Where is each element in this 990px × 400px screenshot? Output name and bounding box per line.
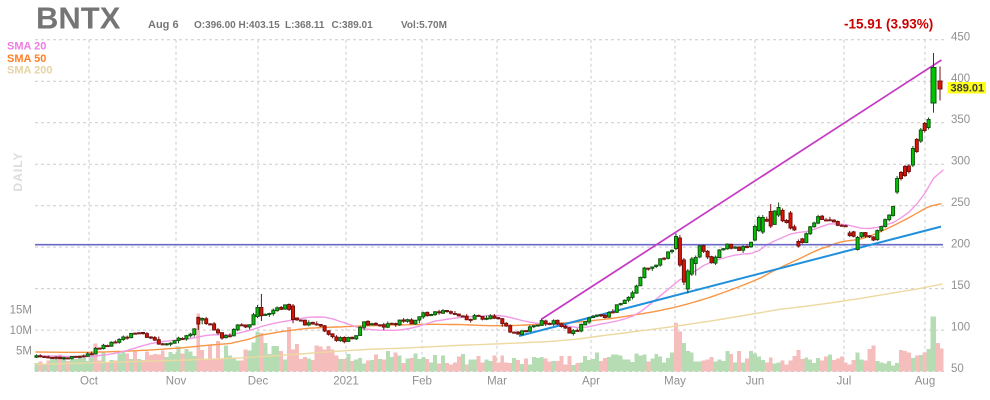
svg-text:H:403.15: H:403.15: [239, 20, 281, 31]
svg-text:400: 400: [951, 73, 970, 85]
svg-text:Nov: Nov: [166, 376, 187, 388]
svg-text:May: May: [664, 376, 686, 388]
svg-text:450: 450: [951, 31, 970, 43]
svg-text:SMA 20: SMA 20: [7, 41, 46, 53]
svg-text:100: 100: [951, 322, 970, 334]
svg-text:200: 200: [951, 239, 970, 251]
svg-text:50: 50: [951, 363, 964, 375]
svg-text:DAILY: DAILY: [11, 152, 25, 192]
svg-text:Aug: Aug: [915, 376, 935, 388]
svg-text:10M: 10M: [10, 325, 32, 337]
svg-text:300: 300: [951, 156, 970, 168]
svg-text:350: 350: [951, 114, 970, 126]
svg-text:SMA 200: SMA 200: [7, 65, 52, 77]
svg-text:Dec: Dec: [248, 376, 269, 388]
svg-text:Mar: Mar: [487, 376, 507, 388]
svg-text:BNTX: BNTX: [36, 1, 121, 36]
svg-text:Apr: Apr: [582, 376, 600, 388]
svg-text:O:396.00: O:396.00: [194, 20, 236, 31]
svg-text:Aug 6: Aug 6: [148, 19, 179, 31]
svg-text:5M: 5M: [16, 346, 32, 358]
svg-text:Jul: Jul: [837, 376, 852, 388]
svg-text:150: 150: [951, 280, 970, 292]
svg-text:C:389.01: C:389.01: [332, 20, 374, 31]
svg-text:Oct: Oct: [80, 376, 99, 388]
svg-text:-15.91 (3.93%): -15.91 (3.93%): [844, 16, 933, 31]
svg-text:15M: 15M: [10, 305, 32, 317]
svg-text:L:368.11: L:368.11: [285, 20, 325, 31]
svg-text:Feb: Feb: [412, 376, 432, 388]
svg-text:Jun: Jun: [746, 376, 765, 388]
svg-text:250: 250: [951, 197, 970, 209]
svg-text:2021: 2021: [333, 376, 359, 388]
svg-text:389.01: 389.01: [951, 83, 985, 95]
svg-text:SMA 50: SMA 50: [7, 53, 46, 65]
svg-text:Vol:5.70M: Vol:5.70M: [401, 20, 447, 31]
